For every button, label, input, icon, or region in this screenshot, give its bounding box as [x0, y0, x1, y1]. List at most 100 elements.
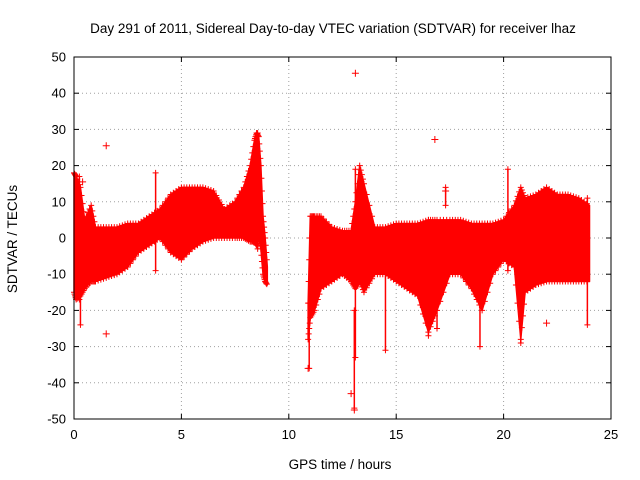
data-point: [259, 264, 266, 271]
data-point: [102, 330, 110, 338]
data-point: [81, 216, 88, 223]
data-point: [484, 289, 491, 296]
data-point: [306, 300, 313, 307]
data-point: [113, 224, 120, 231]
data-point: [460, 274, 467, 281]
data-point: [248, 156, 255, 163]
data-point: [570, 193, 577, 200]
data-point: [103, 274, 110, 281]
data-point: [353, 189, 360, 196]
y-tick-label: -40: [47, 375, 66, 390]
data-point: [348, 227, 355, 234]
data-point: [363, 284, 370, 291]
data-point: [414, 292, 421, 299]
data-point: [425, 332, 432, 339]
data-point: [258, 187, 265, 194]
data-point: [425, 216, 432, 223]
data-point: [518, 324, 525, 331]
data-point: [517, 285, 524, 292]
plot-frame: [73, 56, 612, 420]
data-point: [77, 321, 84, 328]
data-point: [495, 263, 502, 270]
data-point: [213, 192, 220, 199]
data-point: [218, 201, 225, 208]
data-point: [199, 184, 206, 191]
x-tick-label: 25: [604, 427, 618, 442]
data-point: [88, 202, 95, 209]
data-point: [91, 218, 98, 225]
data-point: [360, 180, 367, 187]
data-point: [518, 187, 525, 194]
data-point: [313, 301, 320, 308]
data-point: [504, 267, 511, 274]
data-point: [417, 301, 424, 308]
data-point: [514, 193, 521, 200]
data-point: [366, 280, 373, 287]
data-point: [83, 213, 90, 220]
data-point: [76, 296, 83, 303]
data-point: [263, 256, 270, 263]
data-point: [178, 256, 185, 263]
data-band: [73, 132, 269, 301]
y-axis-label: SDTVAR / TECUs: [5, 185, 20, 294]
data-point: [351, 307, 358, 314]
data-point: [263, 249, 270, 256]
data-point: [420, 218, 427, 225]
data-point: [263, 280, 270, 287]
data-point: [465, 219, 472, 226]
data-point: [242, 178, 249, 185]
data-point: [358, 283, 365, 290]
data-point: [390, 221, 397, 228]
data-point: [382, 347, 389, 354]
data-point: [255, 235, 262, 241]
data-point: [205, 186, 212, 193]
data-point: [254, 130, 261, 137]
data-point: [232, 198, 239, 205]
data-point: [318, 213, 325, 220]
data-point: [463, 218, 470, 225]
data-point: [476, 343, 483, 350]
data-point: [111, 272, 118, 279]
data-point: [457, 216, 464, 223]
data-point: [95, 277, 102, 284]
data-point: [492, 267, 499, 274]
data-point: [584, 321, 591, 328]
data-point: [463, 278, 470, 285]
data-point: [351, 206, 358, 213]
data-point: [508, 206, 515, 213]
data-point: [156, 235, 163, 241]
data-point: [261, 224, 268, 231]
data-point: [234, 195, 241, 202]
data-point: [481, 298, 488, 305]
data-point: [357, 281, 364, 288]
data-point: [316, 291, 323, 298]
data-point: [202, 237, 209, 244]
data-point: [76, 173, 83, 180]
data-point: [258, 258, 265, 265]
data-point: [105, 273, 112, 280]
data-point: [443, 280, 450, 287]
data-point: [468, 285, 475, 292]
data-point: [495, 218, 502, 225]
data-point: [382, 271, 389, 278]
data-point: [79, 178, 87, 186]
data-point: [124, 263, 131, 270]
data-point: [500, 216, 507, 223]
data-point: [369, 275, 376, 282]
y-tick-label: 50: [52, 50, 66, 65]
data-point: [89, 207, 96, 214]
data-point: [514, 300, 521, 307]
data-point: [440, 289, 447, 296]
data-point: [420, 311, 427, 318]
data-point: [347, 390, 355, 398]
data-point: [320, 215, 327, 222]
data-point: [186, 248, 193, 255]
data-point: [260, 218, 267, 225]
data-point: [207, 187, 214, 194]
data-point: [108, 273, 115, 280]
y-tick-label: -10: [47, 267, 66, 282]
data-point: [512, 197, 519, 204]
data-point: [215, 196, 222, 203]
data-point: [489, 271, 496, 278]
